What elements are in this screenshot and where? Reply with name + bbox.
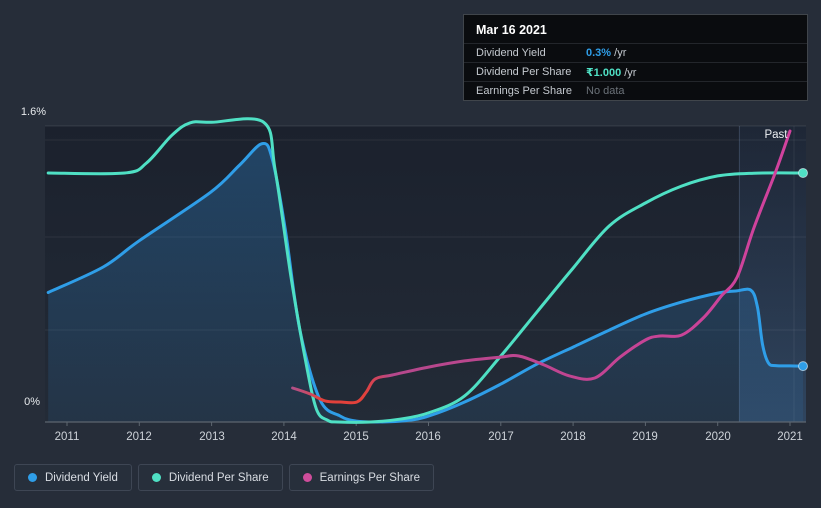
- y-axis-label-min: 0%: [24, 396, 40, 408]
- earnings-per-share-line: [291, 129, 792, 405]
- x-tick-label-2018: 2018: [560, 431, 586, 443]
- x-tick-label-2014: 2014: [271, 431, 297, 443]
- x-tick-label-2011: 2011: [54, 431, 80, 443]
- legend-item-dividend-yield[interactable]: Dividend Yield: [14, 464, 132, 491]
- x-tick-label-2016: 2016: [415, 431, 441, 443]
- legend-label: Earnings Per Share: [319, 471, 420, 484]
- legend-item-dividend-per-share[interactable]: Dividend Per Share: [137, 464, 283, 491]
- tooltip-row-value: No data: [586, 85, 625, 97]
- dividend-per-share-line: [46, 117, 805, 424]
- x-tick-label-2012: 2012: [126, 431, 152, 443]
- dividend-yield-area-fill: [48, 143, 803, 423]
- tooltip-row-label: Earnings Per Share: [476, 85, 572, 97]
- x-tick-label-2017: 2017: [488, 431, 514, 443]
- tooltip-value-unit: /yr: [611, 47, 627, 59]
- legend-item-earnings-per-share[interactable]: Earnings Per Share: [288, 464, 434, 491]
- legend-label: Dividend Per Share: [168, 471, 269, 484]
- x-tick-label-2019: 2019: [632, 431, 658, 443]
- tooltip-row-value: 0.3% /yr: [586, 47, 627, 59]
- tooltip-row-value: ₹1.000 /yr: [586, 66, 637, 79]
- series-endpoint-dot: [798, 361, 809, 372]
- series-color-dot-pink: [302, 473, 312, 482]
- x-tick-label-2013: 2013: [199, 431, 225, 443]
- tooltip-date: Mar 16 2021: [476, 23, 547, 37]
- tooltip-row-earnings-per-share: Earnings Per Share No data: [464, 81, 807, 100]
- dividend-yield-line: [46, 141, 805, 424]
- x-tick-label-2021: 2021: [777, 431, 803, 443]
- chart-legend: Dividend Yield Dividend Per Share Earnin…: [14, 464, 434, 491]
- tooltip-row-label: Dividend Yield: [476, 47, 546, 59]
- series-endpoint-dot: [798, 167, 809, 178]
- y-axis-label-max: 1.6%: [20, 106, 46, 118]
- series-color-dot-blue: [28, 473, 37, 482]
- tooltip-row-dividend-yield: Dividend Yield 0.3% /yr: [464, 43, 807, 62]
- legend-label: Dividend Yield: [45, 471, 118, 484]
- x-tick-label-2020: 2020: [705, 431, 731, 443]
- hover-tooltip: Mar 16 2021 Dividend Yield 0.3% /yr Divi…: [463, 14, 808, 101]
- past-region-label: Past: [764, 129, 788, 141]
- tooltip-row-label: Dividend Per Share: [476, 66, 572, 78]
- x-tick-label-2015: 2015: [343, 431, 369, 443]
- tooltip-row-dividend-per-share: Dividend Per Share ₹1.000 /yr: [464, 62, 807, 81]
- tooltip-value-unit: /yr: [621, 66, 637, 79]
- series-color-dot-teal: [151, 473, 161, 482]
